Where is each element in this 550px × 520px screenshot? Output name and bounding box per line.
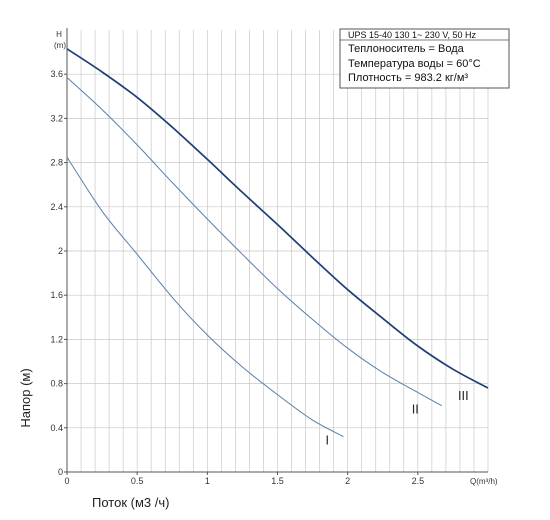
curves xyxy=(66,48,489,438)
x-tick-label: 1 xyxy=(205,476,210,486)
x-tick-label: 1.5 xyxy=(271,476,284,486)
y-tick-label: 1.6 xyxy=(50,290,63,300)
y-axis-title: Напор (м) xyxy=(18,368,33,427)
curve-ii xyxy=(66,77,442,407)
y-axis-symbol: H xyxy=(56,30,62,39)
tick-labels: 0 0.5 1 1.5 2 2.5 0 0.4 0.8 1.2 1.6 2 2.4 2.8 3.2 3.6 xyxy=(50,69,424,486)
x-axis-title: Поток (м3 /ч) xyxy=(92,495,169,510)
y-tick-label: 3.6 xyxy=(50,69,63,79)
info-box-frame xyxy=(339,28,510,89)
info-line-fluid: Теплоноситель = Вода xyxy=(348,43,465,55)
y-axis-unit: (m) xyxy=(54,41,66,50)
x-tick-label: 0 xyxy=(64,476,69,486)
y-tick-label: 0.8 xyxy=(50,379,63,389)
x-tick-label: 2 xyxy=(345,476,350,486)
y-tick-label: 2.4 xyxy=(50,202,63,212)
x-tick-label: 2.5 xyxy=(412,476,425,486)
info-line-density: Плотность = 983.2 кг/м³ xyxy=(348,72,468,84)
curve-iii xyxy=(66,48,489,389)
y-tick-label: 1.2 xyxy=(50,334,63,344)
info-box-header: UPS 15-40 130 1~ 230 V, 50 Hz xyxy=(348,30,477,40)
curve-label-iii: III xyxy=(458,389,469,403)
y-tick-label: 0 xyxy=(58,467,63,477)
y-tick-label: 3.2 xyxy=(50,113,63,123)
y-tick-label: 2.8 xyxy=(50,158,63,168)
x-axis-symbol: Q(m³/h) xyxy=(470,477,498,486)
info-box: UPS 15-40 130 1~ 230 V, 50 Hz Теплоносит… xyxy=(339,28,510,89)
curve-label-i: I xyxy=(325,434,329,448)
grid xyxy=(67,30,489,472)
info-line-temperature: Температура воды = 60°C xyxy=(348,58,481,70)
y-tick-label: 2 xyxy=(58,246,63,256)
x-tick-label: 0.5 xyxy=(131,476,144,486)
curve-label-ii: II xyxy=(412,403,419,417)
y-tick-label: 0.4 xyxy=(50,423,63,433)
curve-i xyxy=(66,156,344,438)
